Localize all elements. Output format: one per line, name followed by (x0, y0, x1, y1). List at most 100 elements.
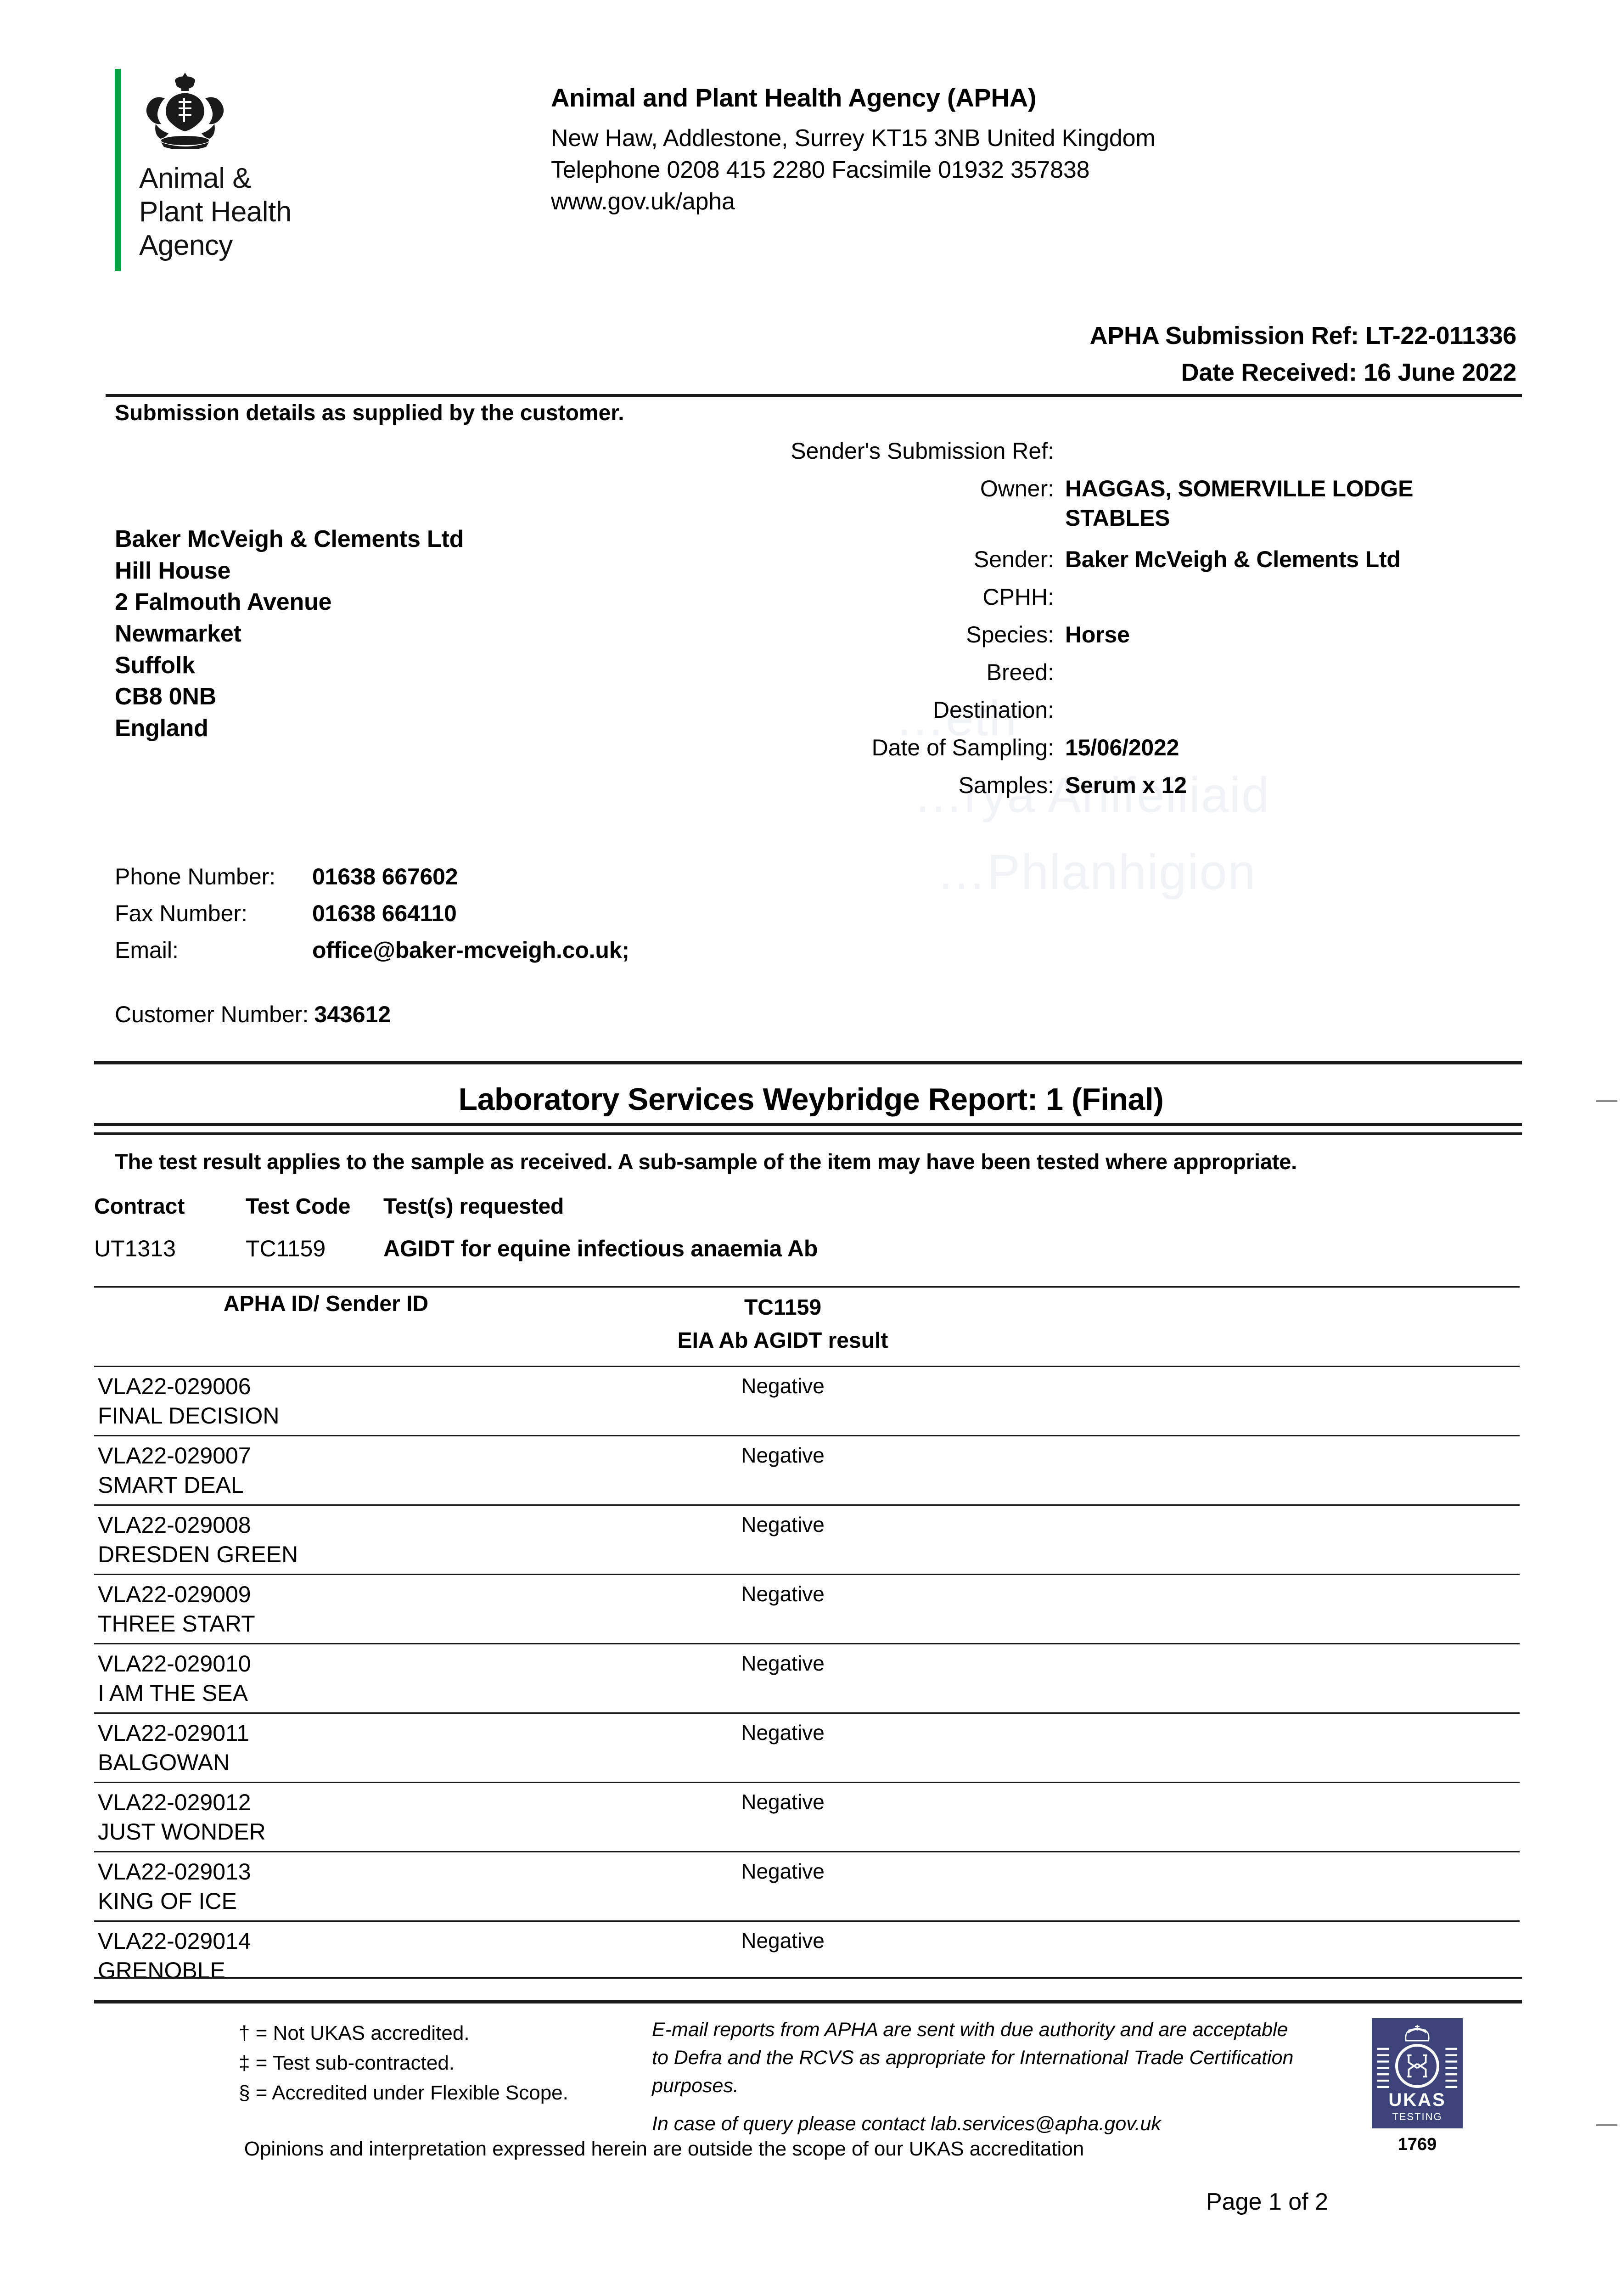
table-row: VLA22-029009 THREE START Negative (94, 1574, 1520, 1643)
logo-line-3: Agency (139, 230, 233, 262)
cell-sample-id: VLA22-029008 DRESDEN GREEN (94, 1510, 558, 1569)
submission-ref-block: APHA Submission Ref: LT-22-011336 Date R… (1089, 321, 1517, 395)
sender-id: THREE START (98, 1611, 255, 1637)
rule-under-header (106, 394, 1522, 397)
ukas-wordmark: UKAS (1388, 2090, 1446, 2110)
customer-address-line-2: Hill House (115, 557, 231, 584)
results-table-header: APHA ID/ Sender ID TC1159 EIA Ab AGIDT r… (94, 1288, 1520, 1366)
customer-address-line-7: England (115, 715, 208, 742)
field-label: Species: (966, 622, 1054, 647)
apha-submission-ref-value: LT-22-011336 (1365, 322, 1516, 349)
report-title: Laboratory Services Weybridge Report: 1 … (458, 1082, 1164, 1117)
field-cphh: CPHH: (735, 582, 1515, 613)
table-row: VLA22-029010 I AM THE SEA Negative (94, 1643, 1520, 1712)
cell-sample-id: VLA22-029014 GRENOBLE (94, 1926, 558, 1985)
apha-id: VLA22-029013 (98, 1859, 251, 1885)
agency-address: New Haw, Addlestone, Surrey KT15 3NB Uni… (551, 125, 1156, 152)
field-label: Breed: (986, 659, 1054, 685)
agency-telephone: Telephone 0208 415 2280 Facsimile 01932 … (551, 157, 1090, 184)
rule-above-results-header (94, 1286, 1520, 1288)
ukas-emblem-circle (1395, 2044, 1439, 2088)
table-row: VLA22-029013 KING OF ICE Negative (94, 1851, 1520, 1920)
customer-address-line-4: Newmarket (115, 620, 241, 647)
logo-line-2: Plant Health (139, 196, 292, 228)
table-row: VLA22-029014 GRENOBLE Negative (94, 1920, 1520, 1990)
field-date-of-sampling: Date of Sampling: 15/06/2022 (735, 733, 1515, 764)
field-label: Owner: (980, 476, 1054, 501)
contact-value: 01638 664110 (312, 900, 457, 926)
page-header: Animal & Plant Health Agency Animal and … (115, 69, 1520, 271)
apha-id: VLA22-029010 (98, 1651, 251, 1677)
cell-result: Negative (741, 1374, 825, 1398)
cell-contract: UT1313 (94, 1236, 176, 1261)
sender-id: I AM THE SEA (98, 1680, 248, 1706)
footer-opinions-note: Opinions and interpretation expressed he… (244, 2138, 1084, 2160)
date-received-label: Date Received: (1181, 359, 1357, 386)
customer-address-block: Baker McVeigh & Clements Ltd Hill House … (115, 523, 464, 744)
page-number: Page 1 of 2 (1206, 2189, 1328, 2215)
note-double-dagger: ‡ = Test sub-contracted. (239, 2052, 455, 2075)
customer-address-line-1: Baker McVeigh & Clements Ltd (115, 526, 464, 552)
scan-edge-mark-bottom (1596, 2124, 1617, 2126)
email-disclaimer-para-2: In case of query please contact lab.serv… (652, 2113, 1161, 2135)
sender-id: JUST WONDER (98, 1819, 266, 1845)
cell-sample-id: VLA22-029011 BALGOWAN (94, 1718, 558, 1777)
apha-id: VLA22-029009 (98, 1581, 251, 1607)
customer-contacts-block: Phone Number: 01638 667602 Fax Number: 0… (115, 863, 629, 974)
cell-result: Negative (741, 1651, 825, 1675)
sender-id: DRESDEN GREEN (98, 1542, 298, 1567)
cell-sample-id: VLA22-029007 SMART DEAL (94, 1441, 558, 1500)
crown-icon (1405, 2025, 1430, 2042)
column-header-contract: Contract (94, 1194, 185, 1219)
scan-edge-mark-top (1596, 1100, 1617, 1102)
submission-details-heading: Submission details as supplied by the cu… (115, 401, 624, 425)
apha-submission-ref-label: APHA Submission Ref: (1089, 322, 1359, 349)
cell-sample-id: VLA22-029006 FINAL DECISION (94, 1372, 558, 1430)
apha-id: VLA22-029006 (98, 1373, 251, 1399)
field-label: Date of Sampling: (871, 735, 1054, 760)
footer-accreditation-notes: † = Not UKAS accredited. ‡ = Test sub-co… (239, 2018, 568, 2108)
cell-result: Negative (741, 1721, 825, 1745)
field-label: Destination: (932, 697, 1054, 723)
sender-id: BALGOWAN (98, 1750, 230, 1775)
field-label: Sender's Submission Ref: (791, 438, 1054, 464)
ukas-accreditation-number: 1769 (1398, 2135, 1437, 2154)
agency-name: Animal and Plant Health Agency (APHA) (551, 83, 1037, 112)
column-header-result-desc: EIA Ab AGIDT result (677, 1328, 888, 1353)
column-header-result-code: TC1159 (744, 1295, 822, 1320)
cell-test-code: TC1159 (246, 1236, 326, 1261)
field-sender: Sender: Baker McVeigh & Clements Ltd (735, 545, 1515, 576)
contact-fax: Fax Number: 01638 664110 (115, 900, 629, 927)
cell-sample-id: VLA22-029010 I AM THE SEA (94, 1649, 558, 1708)
cell-result: Negative (741, 1582, 825, 1606)
column-header-test-code: Test Code (246, 1194, 351, 1219)
test-result-applies-note: The test result applies to the sample as… (115, 1149, 1297, 1174)
field-value: Serum x 12 (1065, 772, 1187, 798)
field-value: Baker McVeigh & Clements Ltd (1065, 546, 1401, 572)
table-row: VLA22-029007 SMART DEAL Negative (94, 1435, 1520, 1504)
customer-number-label: Customer Number: (115, 1002, 309, 1027)
cell-result: Negative (741, 1859, 825, 1883)
cell-sample-id: VLA22-029013 KING OF ICE (94, 1857, 558, 1916)
logo-wordmark: Animal & Plant Health Agency (139, 162, 292, 262)
field-samples: Samples: Serum x 12 (735, 771, 1515, 802)
apha-logo: Animal & Plant Health Agency (115, 69, 528, 271)
contract-table-row: UT1313 TC1159 AGIDT for equine infectiou… (94, 1235, 818, 1262)
field-value: Horse (1065, 622, 1130, 647)
column-header-tests-requested: Test(s) requested (383, 1194, 564, 1219)
apha-id: VLA22-029008 (98, 1512, 251, 1538)
ukas-monogram-icon (1407, 2054, 1427, 2078)
field-destination: Destination: (735, 695, 1515, 726)
cell-result: Negative (741, 1443, 825, 1467)
field-value: 15/06/2022 (1065, 735, 1179, 760)
field-species: Species: Horse (735, 620, 1515, 651)
apha-id: VLA22-029007 (98, 1443, 251, 1469)
date-received: Date Received: 16 June 2022 (1090, 358, 1517, 387)
customer-address-line-6: CB8 0NB (115, 683, 217, 710)
submission-fields-list: Sender's Submission Ref: Owner: HAGGAS, … (735, 436, 1515, 808)
ukas-accreditation-mark: UKAS TESTING 1769 (1372, 2018, 1463, 2155)
rule-below-report-title-a (94, 1123, 1522, 1126)
field-label: CPHH: (982, 584, 1054, 610)
column-header-result: TC1159 EIA Ab AGIDT result (558, 1291, 1008, 1357)
